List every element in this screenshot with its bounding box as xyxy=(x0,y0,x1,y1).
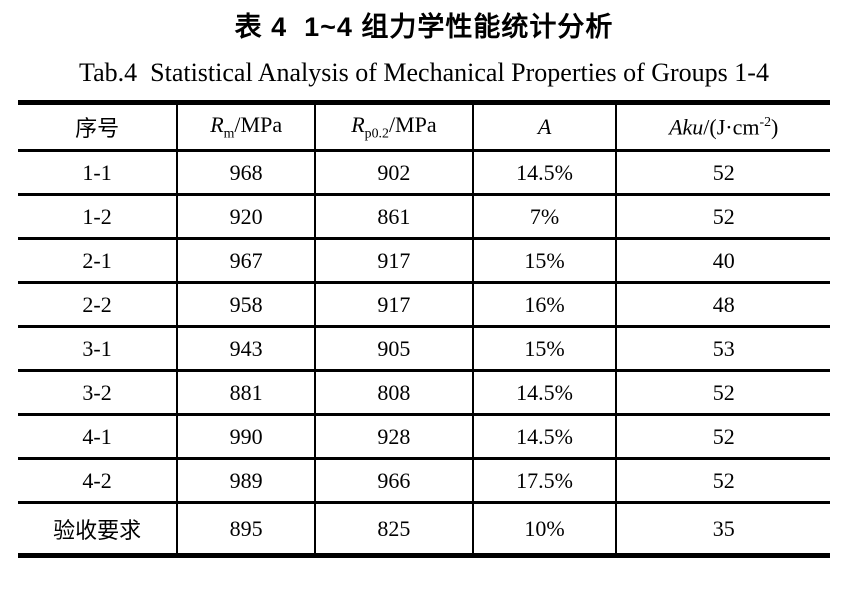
cell-elongation: 17.5% xyxy=(471,457,618,504)
table-row-acceptance: 验收要求 895 825 10% 35 xyxy=(18,501,830,557)
header-symbol: R xyxy=(210,112,224,138)
header-label: 序号 xyxy=(75,116,120,141)
cell-aku: 52 xyxy=(615,369,830,416)
cell-aku: 52 xyxy=(615,457,830,504)
cell-serial: 2-2 xyxy=(18,281,179,328)
header-row: 序号 Rm/MPa Rp0.2/MPa A Aku/(J·cm-2) xyxy=(18,101,830,152)
cell-rm: 881 xyxy=(176,369,317,416)
table-row: 4-2 989 966 17.5% 52 xyxy=(18,457,830,504)
cell-rp02: 917 xyxy=(314,237,474,284)
cell-rp02: 966 xyxy=(314,457,474,504)
table-row: 1-2 920 861 7% 52 xyxy=(18,193,830,240)
table-row: 3-1 943 905 15% 53 xyxy=(18,325,830,372)
cell-rm: 943 xyxy=(176,325,317,372)
cell-serial: 1-1 xyxy=(18,149,179,196)
cell-aku: 52 xyxy=(615,193,830,240)
cell-elongation: 15% xyxy=(471,237,618,284)
cell-rp02: 902 xyxy=(314,149,474,196)
header-superscript: -2 xyxy=(759,113,772,129)
cell-rm: 990 xyxy=(176,413,317,460)
header-unit: /MPa xyxy=(234,112,283,138)
cell-serial: 4-1 xyxy=(18,413,179,460)
cell-rp02: 905 xyxy=(314,325,474,372)
cell-rm: 958 xyxy=(176,281,317,328)
table-caption-chinese: 表 4 1~4 组力学性能统计分析 xyxy=(234,12,614,42)
cell-serial: 验收要求 xyxy=(18,501,179,557)
cell-serial: 4-2 xyxy=(18,457,179,504)
cell-elongation: 16% xyxy=(471,281,618,328)
table-row: 2-1 967 917 15% 40 xyxy=(18,237,830,284)
cell-aku: 53 xyxy=(615,325,830,372)
mechanical-properties-table: 序号 Rm/MPa Rp0.2/MPa A Aku/(J·cm-2) 1-1 9… xyxy=(18,100,830,558)
header-unit: /MPa xyxy=(388,112,437,138)
cell-rp02: 808 xyxy=(314,369,474,416)
cell-elongation: 10% xyxy=(471,501,618,557)
table-row: 3-2 881 808 14.5% 52 xyxy=(18,369,830,416)
header-symbol: A xyxy=(537,114,552,139)
column-header-serial: 序号 xyxy=(18,101,179,152)
column-header-rm: Rm/MPa xyxy=(176,101,317,152)
cell-aku: 35 xyxy=(615,501,830,557)
table-row: 4-1 990 928 14.5% 52 xyxy=(18,413,830,460)
cell-rp02: 861 xyxy=(314,193,474,240)
cell-serial: 2-1 xyxy=(18,237,179,284)
table-row: 2-2 958 917 16% 48 xyxy=(18,281,830,328)
header-symbol: R xyxy=(351,112,365,138)
cell-serial: 3-2 xyxy=(18,369,179,416)
cell-rp02: 825 xyxy=(314,501,474,557)
cell-rp02: 917 xyxy=(314,281,474,328)
cell-elongation: 14.5% xyxy=(471,369,618,416)
cell-serial: 3-1 xyxy=(18,325,179,372)
table-caption-english: Tab.4 Statistical Analysis of Mechanical… xyxy=(79,58,769,87)
column-header-elongation: A xyxy=(471,101,618,152)
cell-aku: 48 xyxy=(615,281,830,328)
cell-rm: 895 xyxy=(176,501,317,557)
cell-elongation: 15% xyxy=(471,325,618,372)
cell-elongation: 14.5% xyxy=(471,413,618,460)
column-header-aku: Aku/(J·cm-2) xyxy=(615,101,830,152)
header-unit: /(J·cm xyxy=(703,114,760,140)
cell-aku: 52 xyxy=(615,413,830,460)
header-subscript: m xyxy=(223,125,235,141)
cell-aku: 40 xyxy=(615,237,830,284)
cell-rm: 920 xyxy=(176,193,317,240)
column-header-rp02: Rp0.2/MPa xyxy=(314,101,474,152)
cell-rm: 989 xyxy=(176,457,317,504)
header-subscript: p0.2 xyxy=(364,125,389,141)
cell-elongation: 7% xyxy=(471,193,618,240)
cell-rp02: 928 xyxy=(314,413,474,460)
cell-rm: 968 xyxy=(176,149,317,196)
header-unit-close: ) xyxy=(771,114,779,140)
paper-page: 表 4 1~4 组力学性能统计分析 Tab.4 Statistical Anal… xyxy=(0,8,848,589)
table-row: 1-1 968 902 14.5% 52 xyxy=(18,149,830,196)
cell-serial: 1-2 xyxy=(18,193,179,240)
cell-aku: 52 xyxy=(615,149,830,196)
cell-rm: 967 xyxy=(176,237,317,284)
cell-elongation: 14.5% xyxy=(471,149,618,196)
header-symbol: Aku xyxy=(669,114,704,140)
